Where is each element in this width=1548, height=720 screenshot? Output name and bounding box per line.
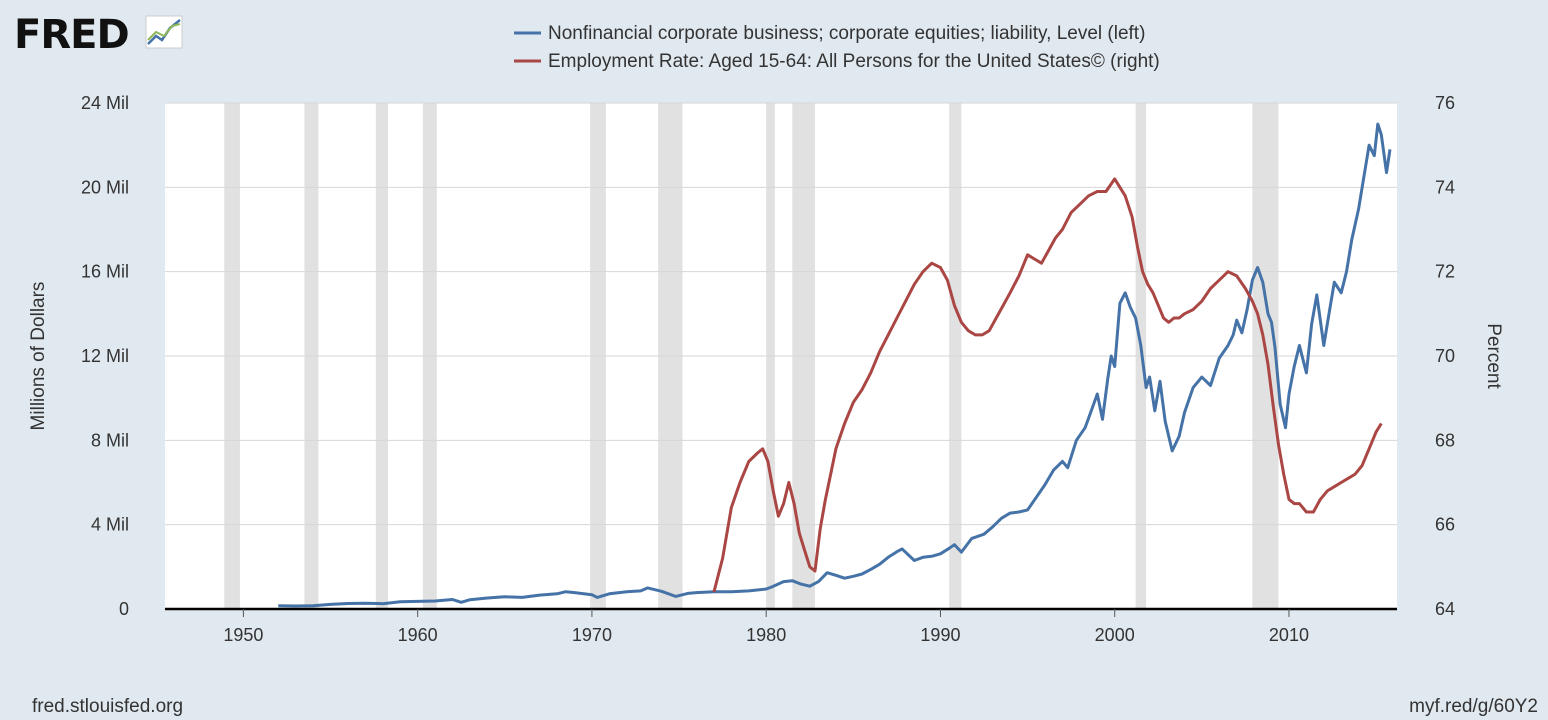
y-left-tick-label-6: 24 Mil <box>81 93 129 113</box>
chart-legend: Nonfinancial corporate business; corpora… <box>514 23 1160 72</box>
y-right-tick-label-4: 72 <box>1435 262 1455 282</box>
y-right-tick-label-5: 74 <box>1435 177 1455 197</box>
y-left-tick-label-1: 4 Mil <box>91 515 129 535</box>
y-axis-left-title: Millions of Dollars <box>28 282 49 431</box>
y-left-tick-label-0: 0 <box>119 599 129 619</box>
legend-entry-equities[interactable]: Nonfinancial corporate business; corpora… <box>514 23 1145 44</box>
y-left-tick-label-5: 20 Mil <box>81 177 129 197</box>
y-axis-right: 64 66 68 70 72 74 76 <box>1435 93 1455 619</box>
series-line-employment <box>712 177 1383 593</box>
x-tick-label-4: 1990 <box>920 625 960 645</box>
legend-entry-employment[interactable]: Employment Rate: Aged 15-64: All Persons… <box>514 51 1160 72</box>
x-tick-label-1: 1960 <box>398 625 438 645</box>
series-lines <box>278 122 1392 608</box>
legend-label-equities: Nonfinancial corporate business; corpora… <box>548 23 1145 44</box>
y-left-tick-label-2: 8 Mil <box>91 430 129 450</box>
y-right-tick-label-3: 70 <box>1435 346 1455 366</box>
gridlines <box>165 102 1397 526</box>
y-axis-right-title: Percent <box>1483 323 1504 389</box>
x-tick-label-3: 1980 <box>746 625 786 645</box>
footer-source-link[interactable]: fred.stlouisfed.org <box>32 696 183 717</box>
y-right-tick-label-6: 76 <box>1435 93 1455 113</box>
series-line-equities <box>278 122 1392 608</box>
legend-label-employment: Employment Rate: Aged 15-64: All Persons… <box>548 51 1160 72</box>
y-right-tick-label-0: 64 <box>1435 599 1455 619</box>
footer-short-url[interactable]: myf.red/g/60Y2 <box>1409 696 1538 717</box>
y-axis-left: 0 4 Mil 8 Mil 12 Mil 16 Mil 20 Mil 24 Mil <box>81 93 129 619</box>
y-left-tick-label-3: 12 Mil <box>81 346 129 366</box>
y-left-tick-label-4: 16 Mil <box>81 262 129 282</box>
y-right-tick-label-1: 66 <box>1435 515 1455 535</box>
x-tick-label-6: 2010 <box>1269 625 1309 645</box>
y-right-tick-label-2: 68 <box>1435 430 1455 450</box>
x-tick-label-5: 2000 <box>1095 625 1135 645</box>
x-tick-label-0: 1950 <box>223 625 263 645</box>
fred-logo-chart-icon <box>145 15 183 49</box>
fred-logo-text: FRED <box>14 12 129 58</box>
fred-logo[interactable]: FRED <box>14 12 183 58</box>
x-tick-label-2: 1970 <box>572 625 612 645</box>
x-axis: 1950 1960 1970 1980 1990 2000 2010 <box>165 607 1397 645</box>
